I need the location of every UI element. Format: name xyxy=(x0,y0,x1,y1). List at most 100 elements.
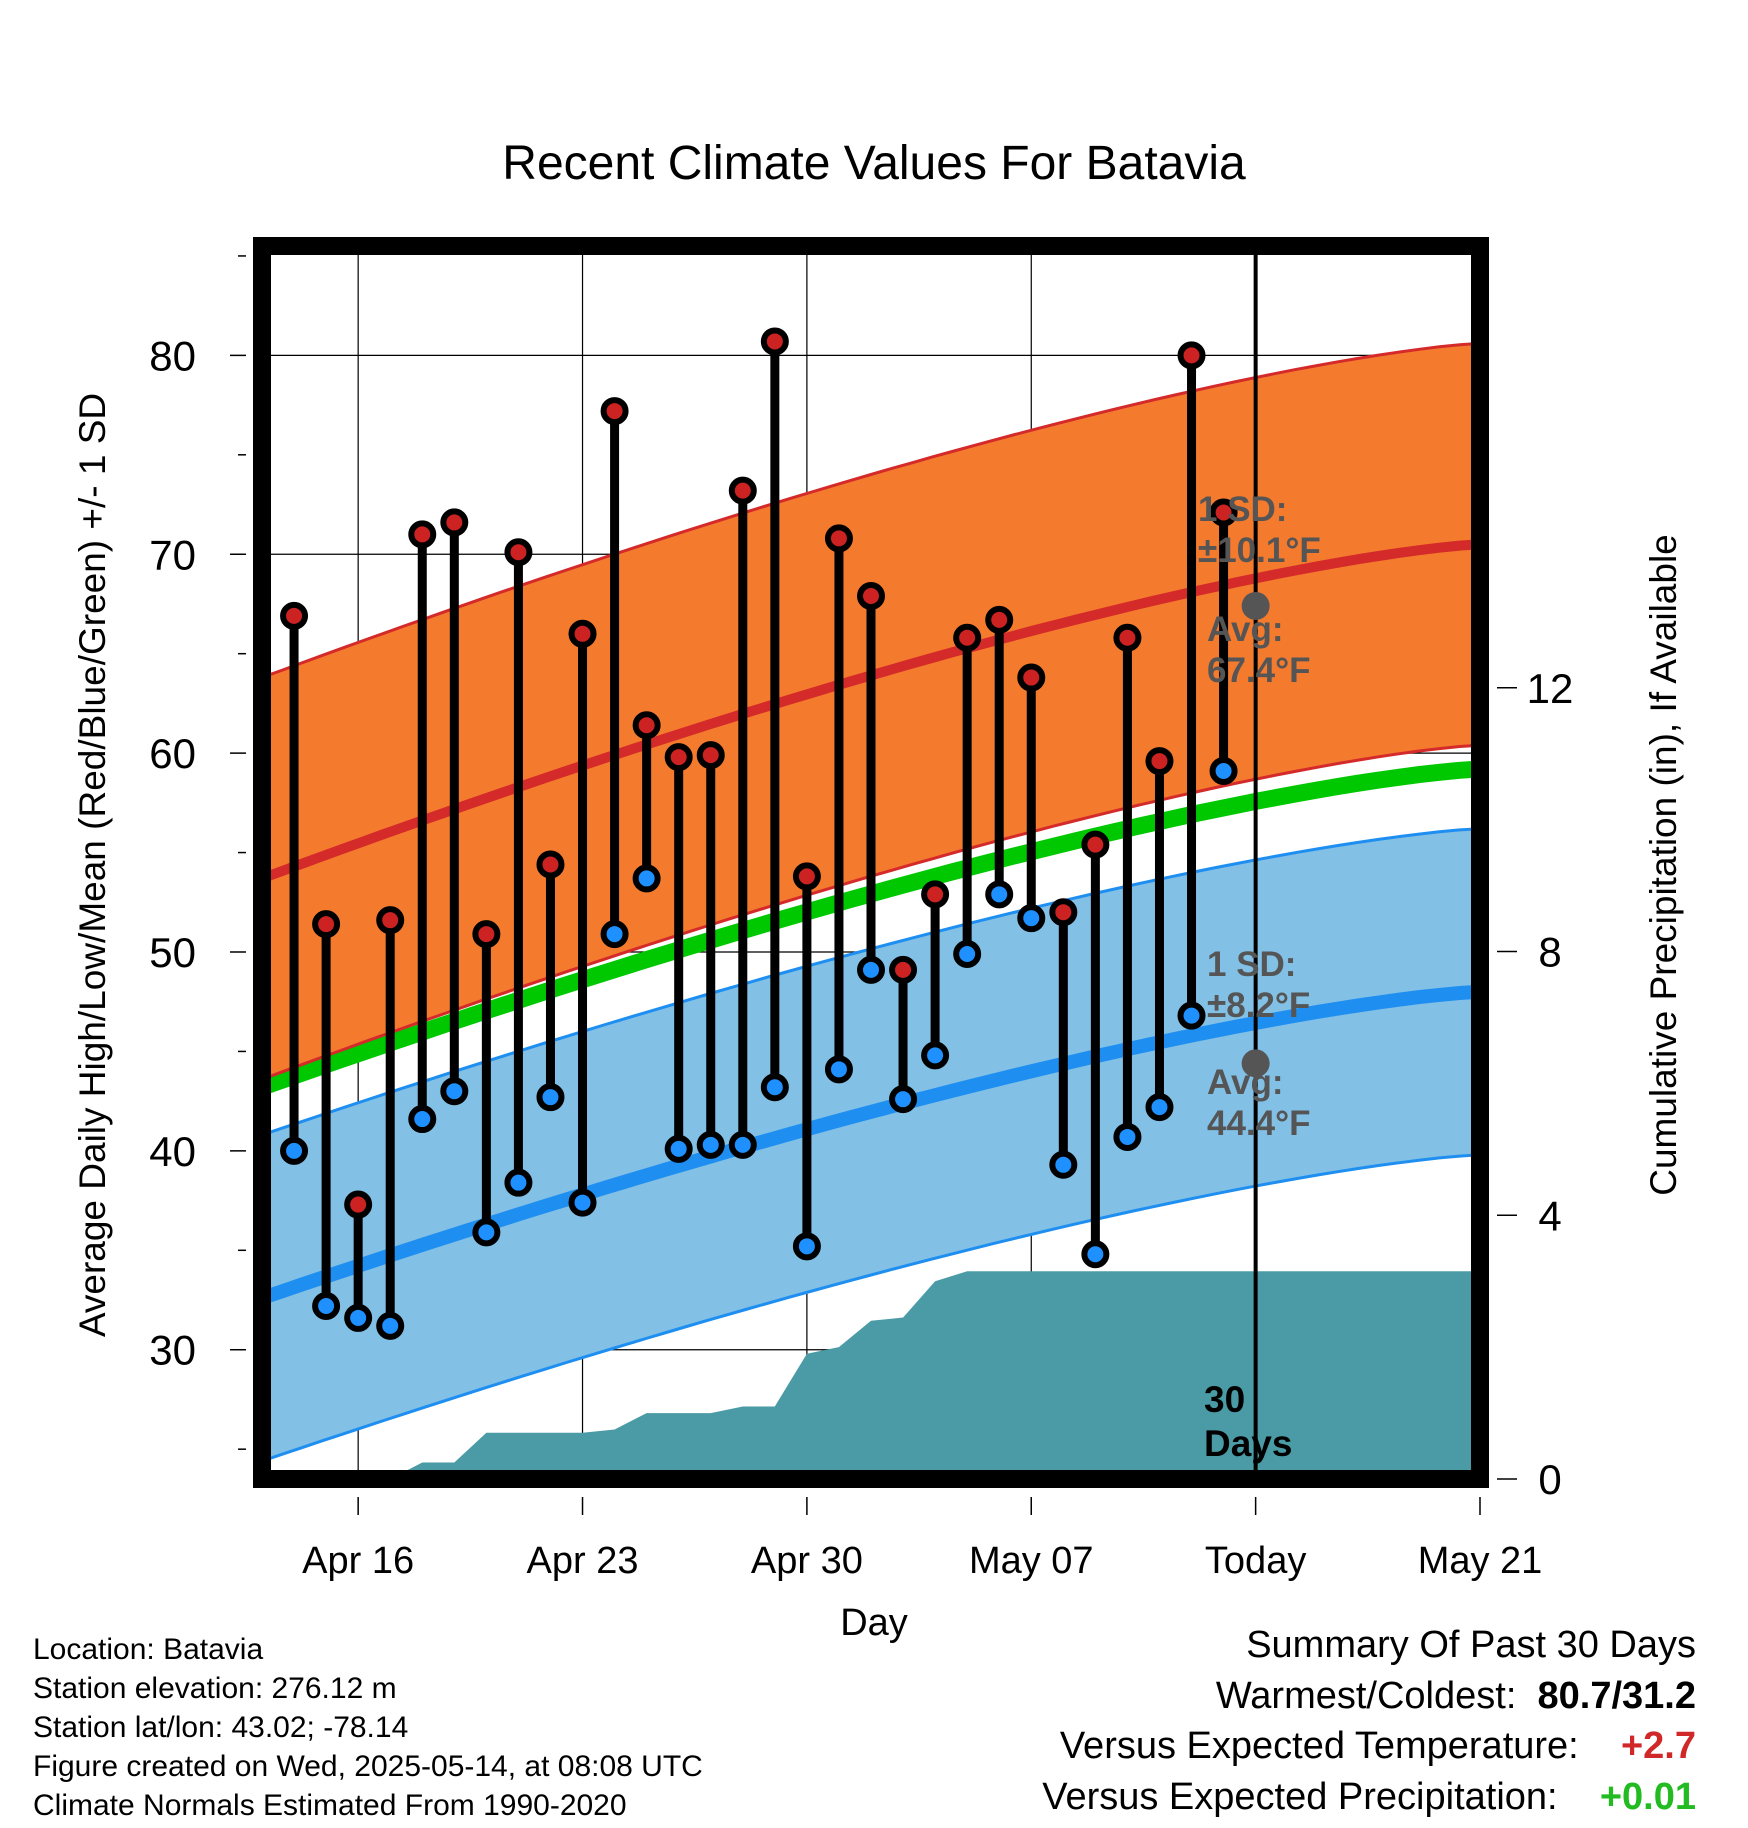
y2-axis-label: Cumulative Precipitation (in), If Availa… xyxy=(1643,534,1684,1196)
y-tick-label: 80 xyxy=(149,332,196,379)
obs-low-point xyxy=(280,1136,309,1165)
precip-area xyxy=(262,1271,1480,1479)
obs-high-point xyxy=(536,850,565,879)
obs-high-point xyxy=(600,397,629,426)
obs-high-point xyxy=(1049,898,1078,927)
obs-low-point xyxy=(857,955,885,984)
obs-high-point xyxy=(472,920,501,949)
obs-high-point xyxy=(985,605,1014,634)
obs-high-point xyxy=(1113,623,1142,652)
info-created: Figure created on Wed, 2025-05-14, at 08… xyxy=(33,1750,703,1783)
obs-high-point xyxy=(440,508,469,537)
obs-high-point xyxy=(1017,663,1046,692)
high-sd-annotation: 1 SD: ±10.1°F xyxy=(1198,490,1321,570)
info-elevation: Station elevation: 276.12 m xyxy=(33,1672,397,1705)
obs-high-point xyxy=(408,520,437,549)
high-sd-annotation-line: ±10.1°F xyxy=(1198,531,1321,570)
obs-low-point xyxy=(1113,1122,1142,1151)
y-axis-label: Average Daily High/Low/Mean (Red/Blue/Gr… xyxy=(72,393,113,1337)
info-normals: Climate Normals Estimated From 1990-2020 xyxy=(33,1789,627,1822)
obs-low-point xyxy=(1209,757,1238,786)
warm-cold-value: 80.7/31.2 xyxy=(1537,1675,1696,1717)
low-sd-annotation-line: 1 SD: xyxy=(1207,945,1296,984)
obs-low-point xyxy=(1049,1150,1078,1179)
obs-high-point xyxy=(504,538,533,567)
obs-low-point xyxy=(632,864,661,893)
low-avg-annotation-line: 44.4°F xyxy=(1207,1104,1311,1143)
high-avg-annotation-line: Avg: xyxy=(1207,610,1283,649)
obs-low-point xyxy=(760,1073,789,1102)
obs-high-point xyxy=(344,1190,373,1219)
obs-high-point xyxy=(280,601,309,630)
obs-high-point xyxy=(857,582,885,611)
low-sd-band xyxy=(262,828,1480,1462)
obs-high-point xyxy=(728,476,757,505)
x-tick-label: Apr 16 xyxy=(302,1540,414,1582)
today-low-normal-marker xyxy=(1241,1049,1270,1078)
obs-high-point xyxy=(376,906,405,935)
obs-high-point xyxy=(921,880,950,909)
plot-frame xyxy=(253,237,1489,1488)
low-avg-annotation-line: Avg: xyxy=(1207,1063,1283,1102)
y-tick-label: 30 xyxy=(149,1327,196,1374)
obs-high-point xyxy=(568,619,597,648)
x-tick-label: Today xyxy=(1205,1540,1306,1582)
obs-high-point xyxy=(1081,830,1110,859)
x-tick-label: May 21 xyxy=(1418,1540,1543,1582)
obs-low-point xyxy=(504,1168,533,1197)
temp-anomaly-value: +2.7 xyxy=(1620,1725,1696,1767)
obs-low-point xyxy=(376,1311,405,1340)
today-high-normal-marker xyxy=(1241,591,1270,620)
y2-tick-label: 12 xyxy=(1527,665,1574,712)
obs-low-point xyxy=(440,1077,469,1106)
obs-low-point xyxy=(408,1105,437,1134)
obs-high-point xyxy=(664,743,693,772)
precip-label: Versus Expected Precipitation: xyxy=(1042,1776,1558,1818)
summary-heading: Summary Of Past 30 Days xyxy=(1246,1624,1696,1666)
y-tick-label: 40 xyxy=(149,1128,196,1175)
obs-low-point xyxy=(664,1134,693,1163)
high-sd-upper-edge xyxy=(262,341,1480,679)
obs-low-point xyxy=(312,1291,341,1320)
info-location: Location: Batavia xyxy=(33,1633,264,1666)
obs-low-point xyxy=(600,920,629,949)
obs-low-point xyxy=(1081,1240,1110,1269)
today-days-annotation: 30 Days xyxy=(1204,1379,1292,1464)
obs-low-point xyxy=(536,1083,565,1112)
obs-low-point xyxy=(953,939,982,968)
y2-tick-label: 4 xyxy=(1538,1192,1561,1239)
y2-tick-label: 8 xyxy=(1538,929,1561,976)
obs-high-point xyxy=(1209,498,1238,527)
obs-high-point xyxy=(889,955,918,984)
obs-high-point xyxy=(1145,747,1174,776)
chart-title: Recent Climate Values For Batavia xyxy=(502,137,1246,190)
y2-tick-label: 0 xyxy=(1538,1456,1561,1503)
obs-low-point xyxy=(1017,904,1046,933)
summary-precip: Versus Expected Precipitation: +0.01 xyxy=(1042,1776,1696,1819)
x-tick-label: Apr 23 xyxy=(527,1540,639,1582)
obs-low-point xyxy=(472,1218,501,1247)
x-tick-label: Apr 30 xyxy=(751,1540,863,1582)
low-sd-annotation: 1 SD: ±8.2°F xyxy=(1207,945,1310,1025)
obs-high-point xyxy=(760,327,789,356)
obs-low-point xyxy=(985,880,1014,909)
temp-label: Versus Expected Temperature: xyxy=(1059,1725,1579,1767)
obs-low-point xyxy=(824,1055,853,1084)
info-latlon: Station lat/lon: 43.02; -78.14 xyxy=(33,1711,409,1744)
high-avg-annotation-line: 67.4°F xyxy=(1207,651,1311,690)
obs-high-point xyxy=(632,711,661,740)
obs-low-point xyxy=(696,1130,725,1159)
obs-low-point xyxy=(728,1130,757,1159)
low-avg-annotation: Avg: 44.4°F xyxy=(1207,1063,1311,1143)
today-days-annotation-line: 30 xyxy=(1204,1379,1245,1420)
low-sd-annotation-line: ±8.2°F xyxy=(1207,986,1310,1025)
summary-warm-cold: Warmest/Coldest: 80.7/31.2 xyxy=(1216,1675,1696,1718)
obs-high-point xyxy=(792,862,821,891)
today-days-annotation-line: Days xyxy=(1204,1423,1292,1464)
x-tick-label: May 07 xyxy=(969,1540,1094,1582)
obs-low-point xyxy=(1177,1001,1206,1030)
obs-low-point xyxy=(344,1303,373,1332)
obs-low-point xyxy=(568,1188,597,1217)
